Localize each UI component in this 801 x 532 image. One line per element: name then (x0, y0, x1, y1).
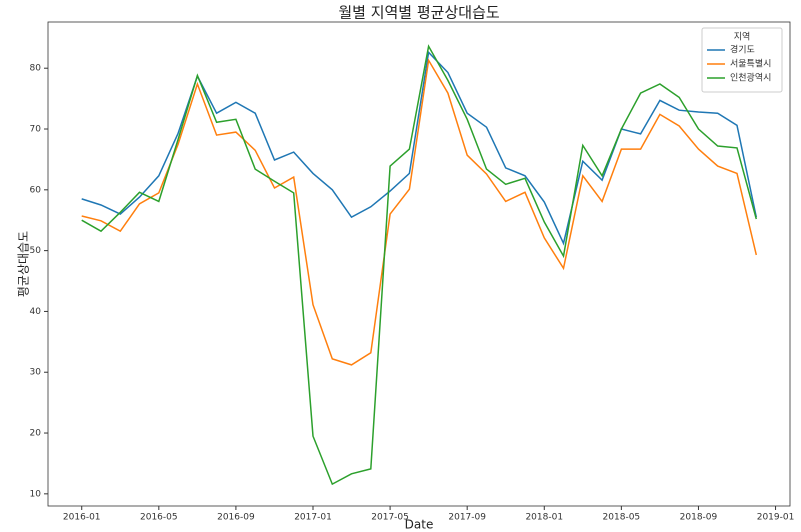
x-tick-label: 2017-09 (448, 513, 486, 523)
x-tick-label: 2017-05 (371, 513, 409, 523)
x-axis-label: Date (405, 518, 434, 532)
y-tick-label: 10 (30, 489, 42, 499)
x-tick-label: 2018-01 (525, 513, 563, 523)
y-tick-label: 60 (30, 185, 42, 195)
y-tick-label: 20 (30, 429, 42, 439)
x-tick-label: 2018-05 (603, 513, 641, 523)
plot-frame (47, 21, 791, 507)
x-tick-label: 2016-05 (140, 513, 178, 523)
y-tick-label: 30 (30, 368, 42, 378)
x-tick-label: 2016-09 (217, 513, 255, 523)
y-axis-label: 평균상대습도 (17, 231, 31, 297)
y-tick-label: 40 (30, 307, 42, 317)
legend-label: 인천광역시 (730, 72, 771, 84)
x-tick-label: 2016-01 (63, 513, 101, 523)
legend-label: 경기도 (730, 44, 755, 56)
legend-label: 서울특별시 (730, 59, 771, 70)
x-tick-label: 2017-01 (294, 513, 332, 523)
x-tick-label: 2019-01 (757, 513, 795, 523)
y-tick-label: 80 (30, 64, 42, 74)
series-line (81, 50, 758, 246)
series-line (81, 44, 758, 486)
x-tick-label: 2018-09 (680, 513, 718, 523)
series-line (81, 58, 758, 366)
legend-title: 지역 (734, 32, 751, 43)
legend-box (701, 27, 783, 93)
chart-title: 월별 지역별 평균상대습도 (338, 4, 500, 22)
y-tick-label: 50 (30, 246, 42, 256)
y-tick-label: 70 (30, 125, 42, 135)
